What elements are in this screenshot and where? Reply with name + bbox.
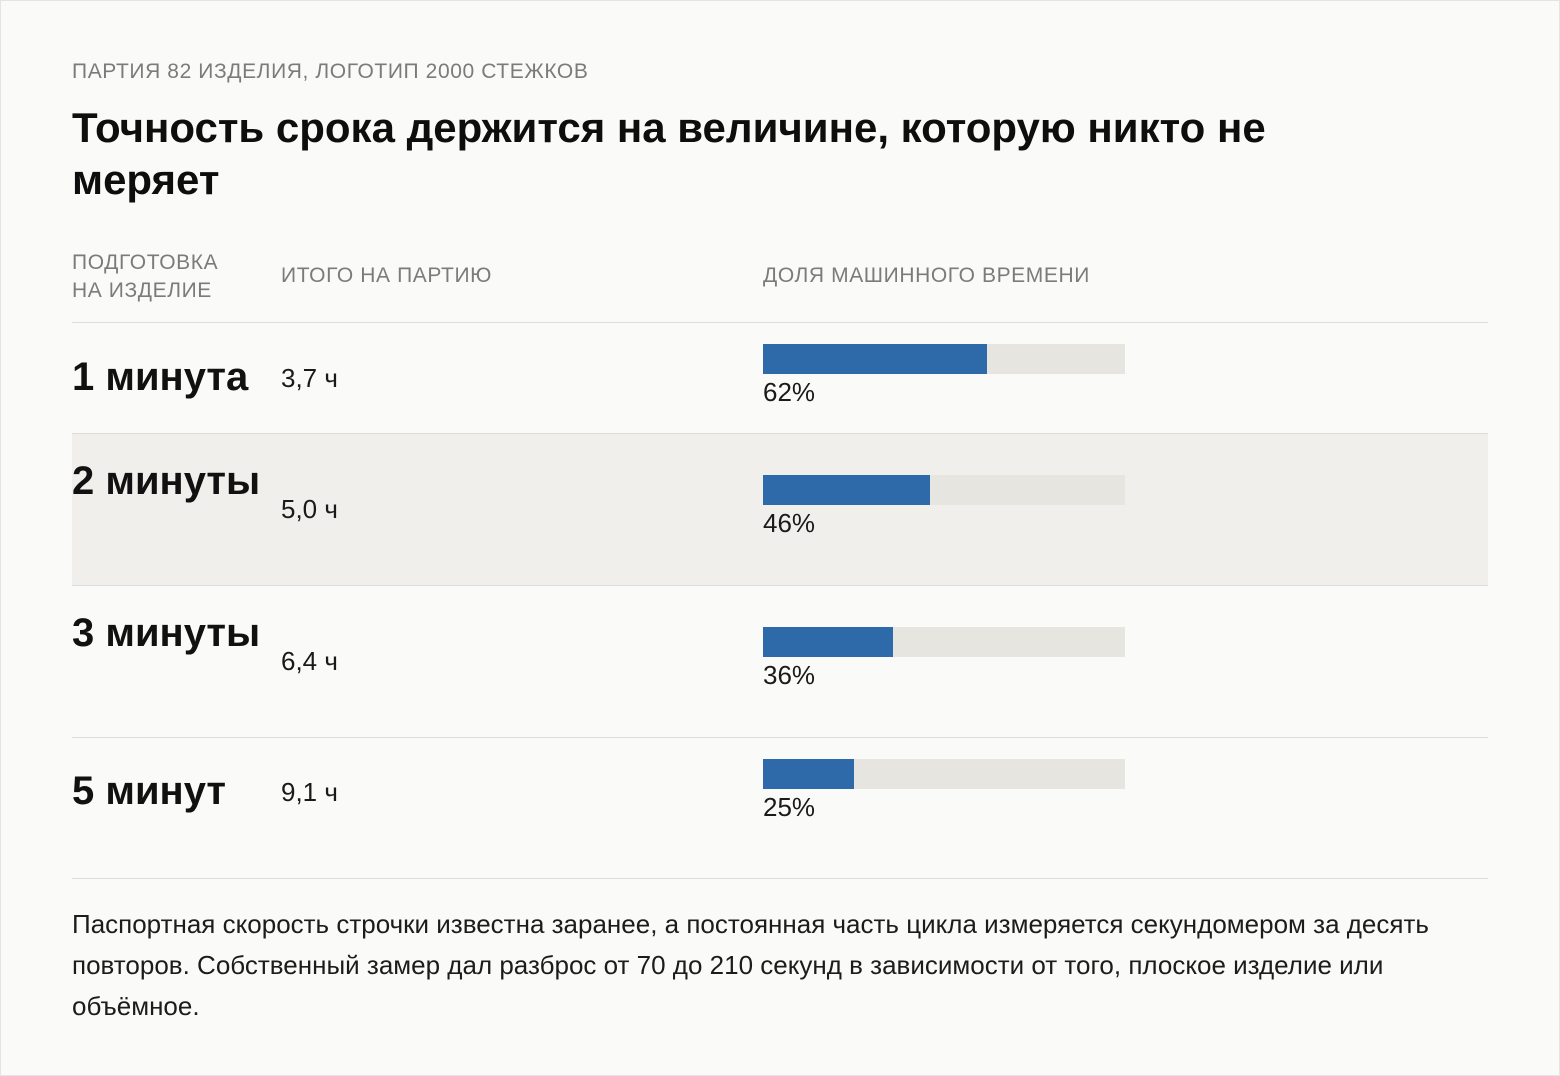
row-label: 5 минут: [72, 769, 227, 813]
bar-track: [763, 344, 1125, 374]
bar-value-label: 46%: [763, 508, 816, 538]
footnote: Паспортная скорость строчки известна зар…: [72, 909, 1429, 1021]
column-header-prep: ПОДГОТОВКА НА ИЗДЕЛИЕ: [72, 251, 219, 302]
table-row: 5 минут 9,1 ч 25%: [72, 738, 1488, 878]
header-divider: [72, 322, 1488, 323]
row-divider: [72, 737, 1488, 738]
table-row: 3 минуты 6,4 ч 36%: [72, 586, 1488, 737]
row-divider: [72, 433, 1488, 434]
bar: [763, 759, 854, 789]
row-total: 3,7 ч: [281, 363, 338, 393]
bar-track: [763, 759, 1125, 789]
row-total: 9,1 ч: [281, 777, 338, 807]
column-header-share: ДОЛЯ МАШИННОГО ВРЕМЕНИ: [763, 264, 1090, 287]
row-label: 3 минуты: [72, 611, 261, 655]
kicker: ПАРТИЯ 82 ИЗДЕЛИЯ, ЛОГОТИП 2000 СТЕЖКОВ: [72, 60, 589, 83]
row-divider: [72, 585, 1488, 586]
bar-track: [763, 475, 1125, 505]
table-bottom-divider: [72, 878, 1488, 879]
bar-value-label: 62%: [763, 377, 816, 407]
table-row: 2 минуты 5,0 ч 46%: [72, 434, 1488, 585]
column-header-total: ИТОГО НА ПАРТИЮ: [281, 264, 492, 287]
bar: [763, 627, 894, 657]
bar-track: [763, 627, 1125, 657]
bar-value-label: 36%: [763, 660, 816, 690]
bar: [763, 475, 930, 505]
bar: [763, 344, 988, 374]
table-row: 1 минута 3,7 ч 62%: [72, 323, 1488, 433]
chart-title: Точность срока держится на величине, кот…: [72, 104, 1266, 203]
bar-value-label: 25%: [763, 792, 816, 822]
row-label: 2 минуты: [72, 459, 261, 503]
row-label: 1 минута: [72, 355, 249, 399]
row-total: 6,4 ч: [281, 646, 338, 676]
row-total: 5,0 ч: [281, 494, 338, 524]
